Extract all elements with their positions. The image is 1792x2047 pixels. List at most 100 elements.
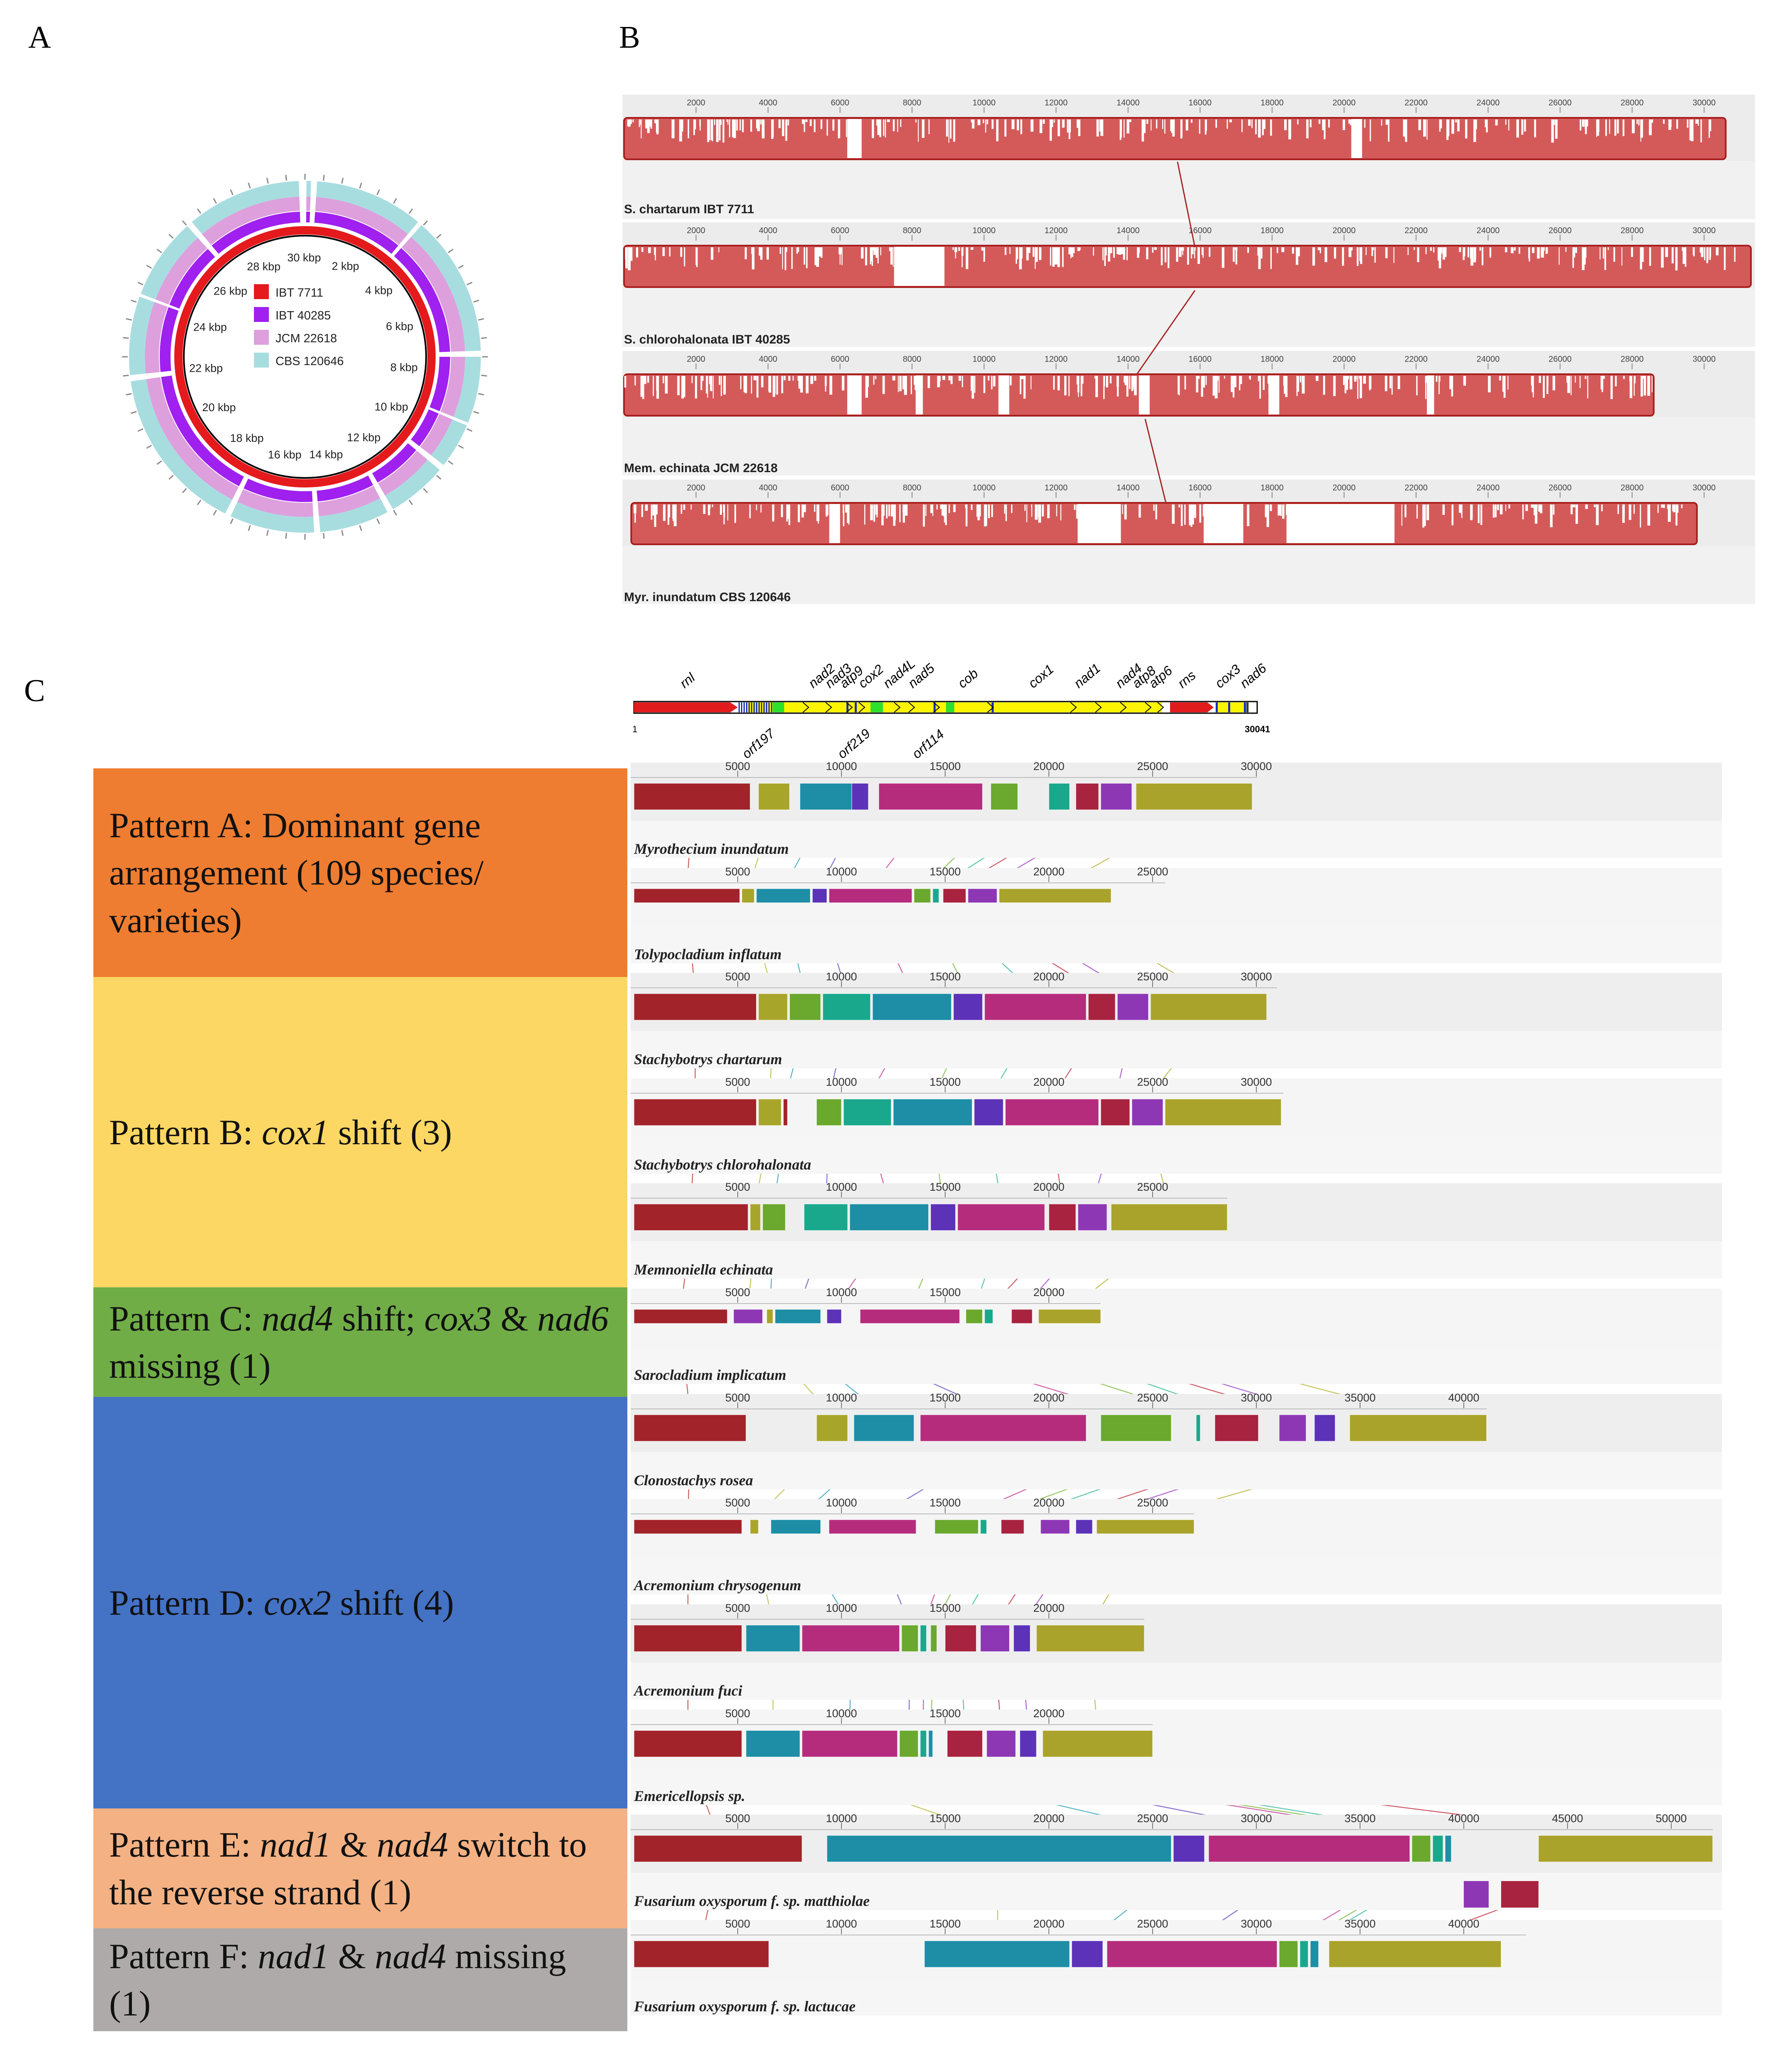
outer-tick: [156, 249, 162, 253]
similarity-dip: [941, 504, 944, 516]
similarity-dip: [1064, 376, 1067, 395]
similarity-dip: [1507, 376, 1509, 390]
similarity-dip: [1117, 376, 1119, 387]
similarity-dip: [1485, 119, 1487, 127]
alignment-gap: [829, 504, 840, 543]
similarity-dip: [1049, 119, 1052, 141]
homology-block: [634, 888, 740, 903]
gene-name-orf114: orf114: [909, 726, 947, 761]
similarity-dip: [1126, 247, 1128, 261]
similarity-dip: [1199, 504, 1202, 523]
similarity-dip: [1657, 504, 1659, 513]
ring-gap: [312, 490, 318, 502]
similarity-dip: [1109, 247, 1112, 253]
similarity-dip: [798, 376, 800, 389]
similarity-dip: [974, 376, 975, 393]
similarity-dip: [1074, 504, 1076, 510]
ring-gap: [232, 486, 244, 502]
similarity-dip: [1416, 504, 1418, 519]
similarity-dip: [827, 119, 828, 136]
similarity-dip: [1423, 119, 1426, 137]
similarity-dip: [1265, 504, 1267, 517]
homology-block: [986, 1730, 1016, 1757]
similarity-dip: [1547, 376, 1548, 386]
similarity-dip: [1636, 119, 1638, 124]
axis-tick-label: 30000: [1692, 355, 1716, 364]
outer-tick: [213, 510, 217, 516]
similarity-dip: [1141, 119, 1144, 142]
similarity-dip: [1641, 247, 1644, 262]
homology-block: [1096, 1519, 1195, 1534]
similarity-dip: [1284, 376, 1287, 394]
similarity-dip: [788, 504, 790, 525]
similarity-dip: [1194, 247, 1195, 258]
outer-tick: [126, 318, 132, 321]
homology-block: [1075, 783, 1099, 810]
similarity-dip: [866, 376, 869, 387]
homology-block: [1048, 1204, 1076, 1231]
similarity-dip: [922, 119, 925, 138]
homology-block: [789, 993, 821, 1021]
similarity-dip: [1495, 119, 1498, 126]
orf-block: [946, 702, 954, 712]
axis-tick-label: 22000: [1404, 355, 1428, 364]
homology-block: [943, 888, 966, 903]
similarity-dip: [1357, 376, 1358, 399]
species-label: Sarocladium implicatum: [634, 1367, 786, 1383]
similarity-dip: [1389, 376, 1392, 389]
panel-label-b: B: [619, 20, 640, 55]
similarity-dip: [655, 504, 658, 515]
gene-arrow: [1157, 702, 1164, 713]
similarity-dip: [1356, 247, 1359, 266]
axis-tick-label: 15000: [929, 1181, 961, 1193]
similarity-dip: [826, 504, 828, 517]
similarity-dip: [1118, 247, 1122, 255]
similarity-dip: [760, 119, 762, 124]
similarity-dip: [732, 119, 734, 137]
homology-block: [804, 1204, 848, 1231]
homology-block: [816, 1099, 842, 1126]
similarity-dip: [1344, 376, 1346, 393]
similarity-dip: [1669, 119, 1672, 127]
kbp-label: 18 kbp: [230, 432, 263, 444]
similarity-dip: [703, 504, 706, 514]
similarity-dip: [708, 504, 710, 515]
similarity-dip: [875, 247, 879, 258]
similarity-dip: [722, 119, 724, 143]
homology-block: [1131, 1099, 1163, 1126]
connector-line: [1144, 419, 1167, 503]
homology-block: [746, 1730, 800, 1757]
similarity-dip: [892, 247, 894, 267]
homology-block: [1042, 1730, 1153, 1757]
outer-tick: [448, 460, 453, 465]
similarity-dip: [654, 247, 655, 255]
similarity-dip: [1324, 119, 1326, 139]
similarity-dip: [1650, 119, 1653, 123]
alignment-gap: [915, 375, 923, 414]
similarity-dip: [900, 119, 902, 127]
similarity-dip: [1538, 504, 1541, 512]
track-label: Myr. inundatum CBS 120646: [624, 590, 791, 604]
alignment-gap: [1139, 375, 1150, 414]
similarity-dip: [983, 247, 985, 262]
similarity-dip: [654, 504, 656, 527]
kbp-label: 20 kbp: [202, 401, 236, 414]
similarity-dip: [766, 247, 769, 260]
similarity-dip: [1292, 247, 1294, 254]
similarity-dip: [1124, 376, 1125, 383]
axis-tick-label: 4000: [759, 483, 778, 492]
homology-block: [812, 888, 827, 903]
similarity-dip: [691, 376, 693, 383]
similarity-dip: [1677, 504, 1679, 513]
similarity-dip: [1381, 119, 1382, 126]
similarity-dip: [980, 504, 981, 517]
similarity-dip: [1438, 376, 1440, 395]
axis-tick-label: 45000: [1552, 1812, 1583, 1825]
similarity-dip: [1031, 504, 1032, 517]
ring-gap: [187, 222, 202, 238]
similarity-dip: [866, 376, 868, 397]
similarity-dip: [758, 247, 762, 256]
similarity-dip: [1700, 119, 1702, 143]
similarity-dip: [1278, 504, 1280, 516]
similarity-dip: [729, 119, 730, 137]
